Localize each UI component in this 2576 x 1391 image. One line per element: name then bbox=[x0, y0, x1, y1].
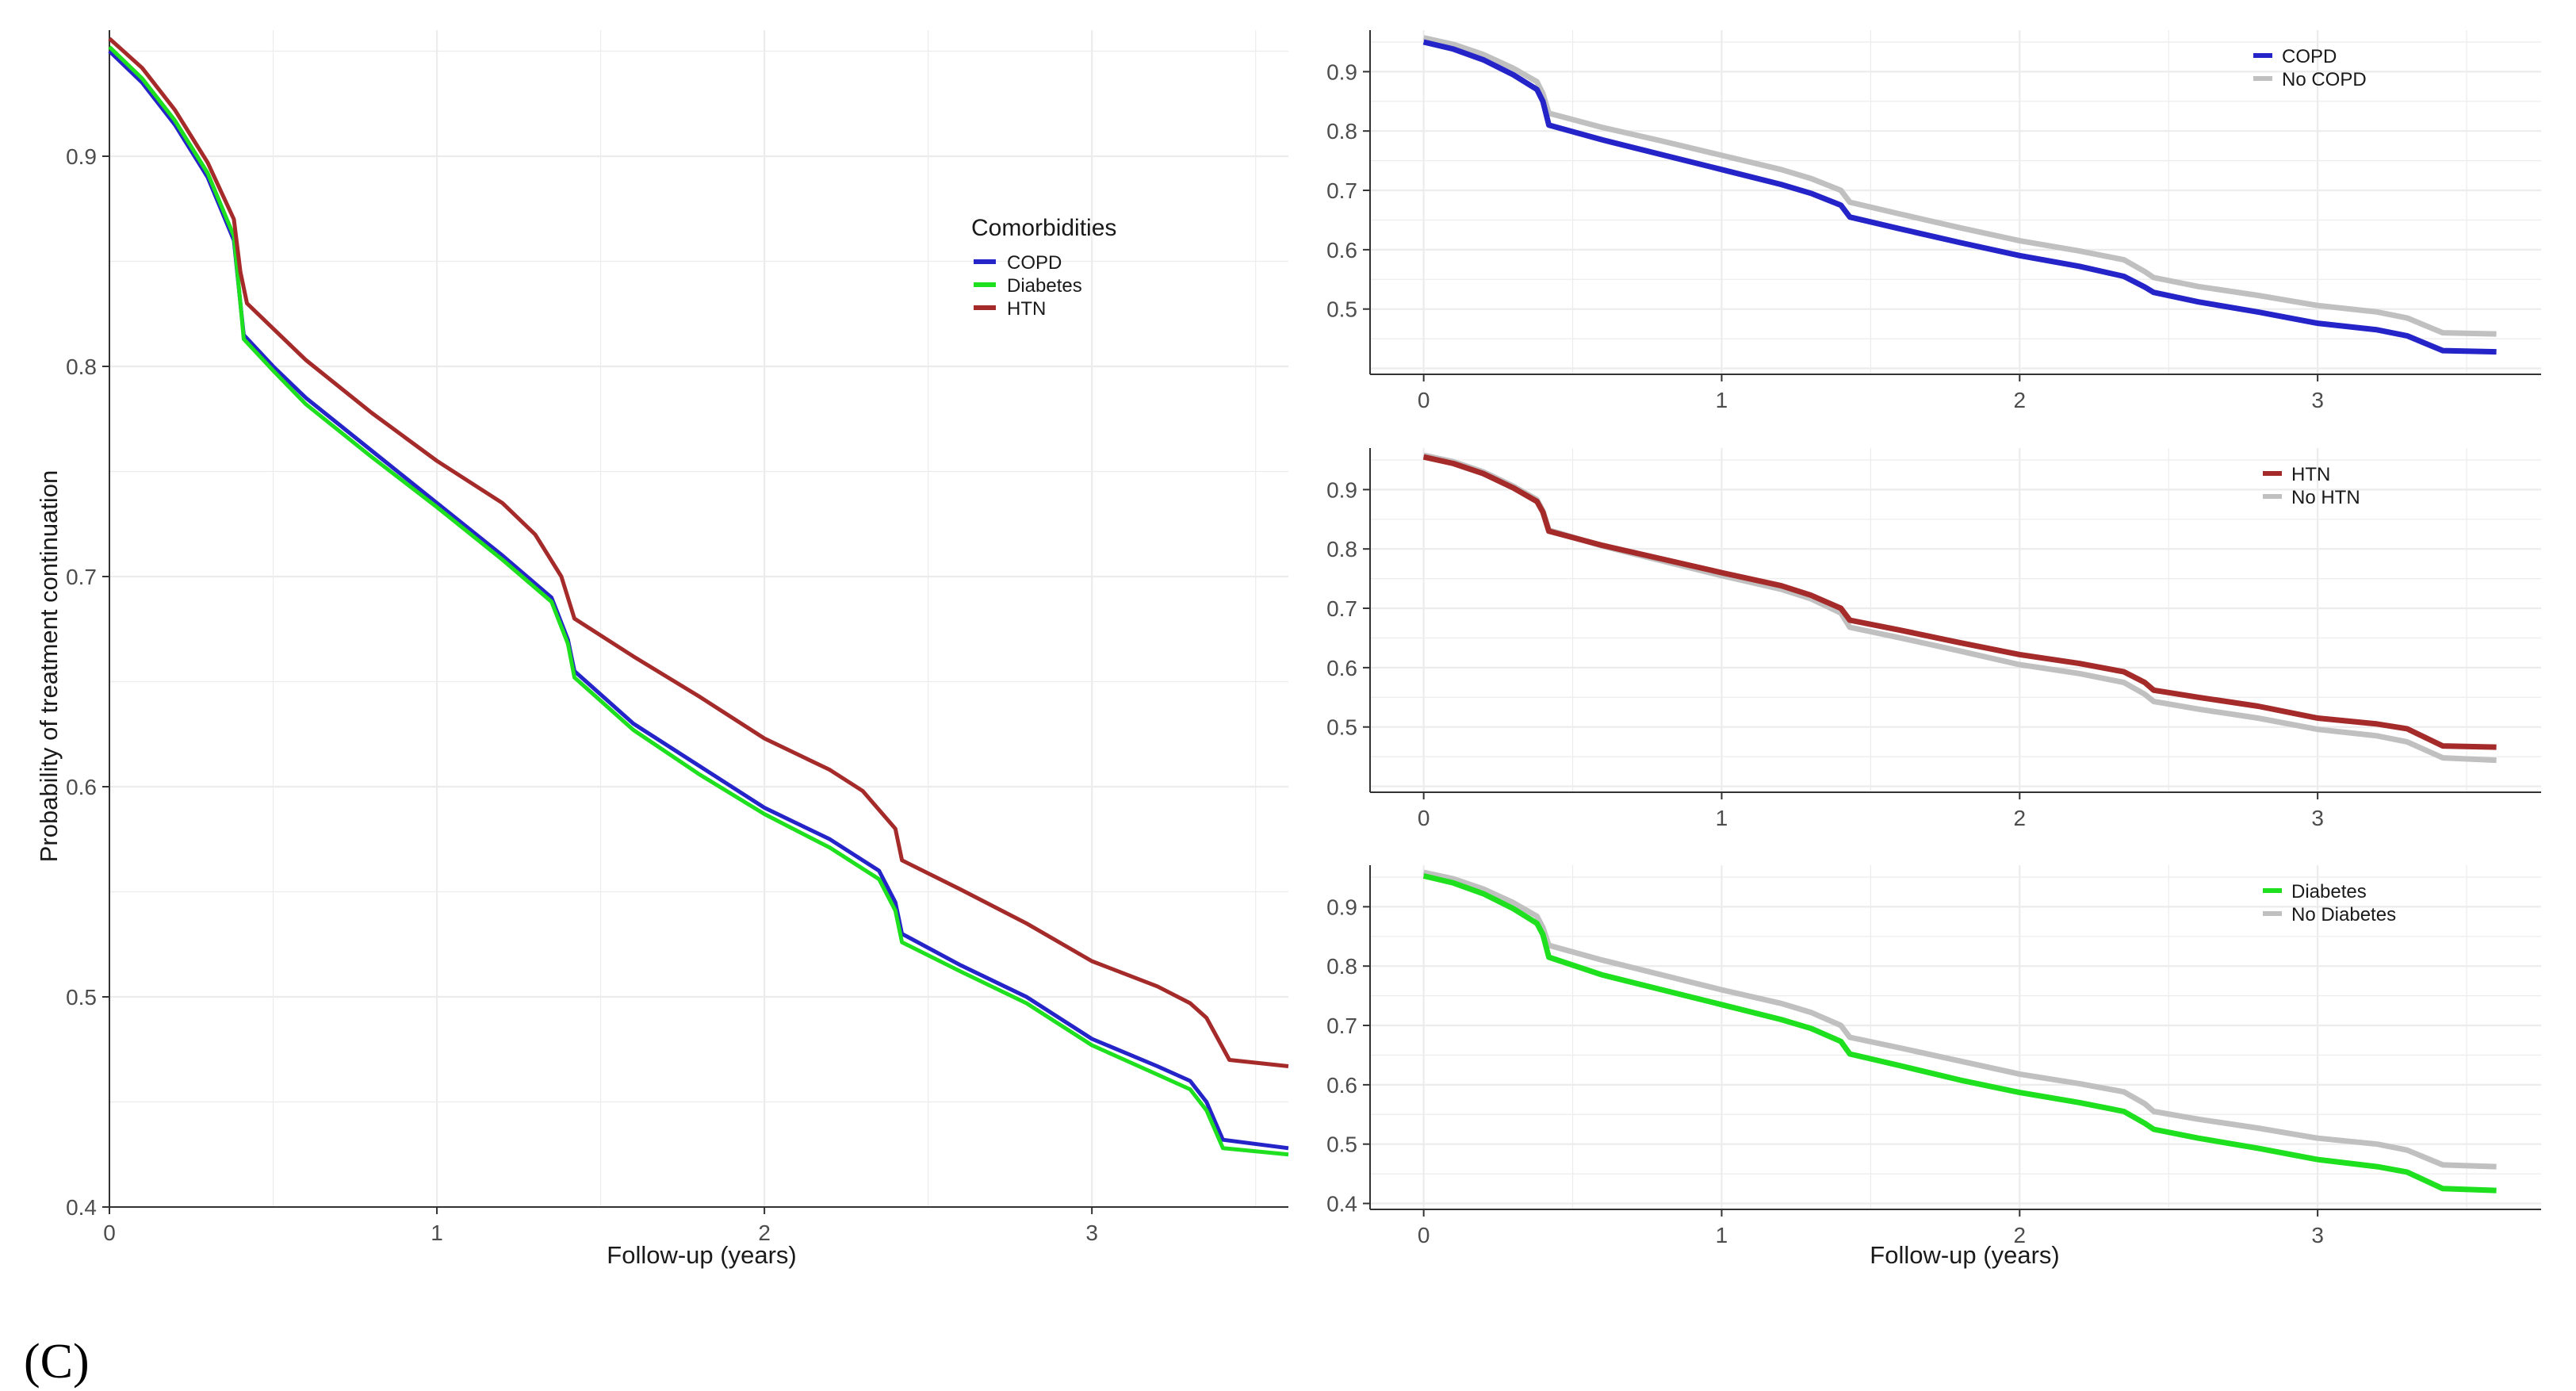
copd-y-tick-label: 0.8 bbox=[1326, 119, 1357, 144]
copd-y-tick-label: 0.6 bbox=[1326, 238, 1357, 262]
htn-line-htn bbox=[1422, 454, 2497, 750]
main-x-axis-label: Follow-up (years) bbox=[607, 1241, 796, 1269]
copd-x-ticks: 0 1 2 3 bbox=[1418, 374, 2324, 412]
main-series bbox=[108, 36, 1289, 1157]
diabetes-y-tick-label: 0.4 bbox=[1326, 1192, 1357, 1217]
main-y-tick-label: 0.4 bbox=[66, 1195, 97, 1220]
htn-y-tick-label: 0.7 bbox=[1326, 596, 1357, 621]
main-legend-title: Comorbidities bbox=[971, 215, 1116, 241]
htn-x-tick-label: 3 bbox=[2311, 806, 2324, 830]
copd-y-tick-label: 0.9 bbox=[1326, 59, 1357, 84]
diabetes-plot: 0.4 0.5 0.6 0.7 0.8 0.9 0 1 2 3 Follow-up (years… bbox=[1326, 865, 2541, 1269]
diabetes-x-tick-label: 3 bbox=[2311, 1223, 2324, 1247]
copd-legend-label-no-copd: No COPD bbox=[2282, 69, 2367, 90]
main-legend-label-diabetes: Diabetes bbox=[1007, 275, 1082, 297]
main-y-ticks: 0.4 0.5 0.6 0.7 0.8 0.9 bbox=[66, 144, 109, 1220]
copd-x-tick-label: 1 bbox=[1716, 388, 1728, 412]
htn-y-tick-label: 0.5 bbox=[1326, 715, 1357, 740]
copd-x-tick-label: 2 bbox=[2014, 388, 2027, 412]
main-legend: Comorbidities COPD Diabetes HTN bbox=[971, 215, 1116, 320]
copd-series bbox=[1422, 35, 2497, 355]
htn-plot: 0.5 0.6 0.7 0.8 0.9 0 1 2 3 HTN No HTN bbox=[1326, 448, 2541, 830]
main-x-tick-label: 2 bbox=[758, 1220, 771, 1245]
copd-gridlines bbox=[1370, 30, 2541, 374]
main-legend-label-htn: HTN bbox=[1007, 298, 1046, 320]
diabetes-y-ticks: 0.4 0.5 0.6 0.7 0.8 0.9 bbox=[1326, 895, 1370, 1217]
diabetes-y-tick-label: 0.8 bbox=[1326, 954, 1357, 979]
diabetes-line-diabetes bbox=[1422, 873, 2497, 1194]
htn-series bbox=[1422, 452, 2497, 764]
copd-axes bbox=[1369, 30, 2541, 375]
diabetes-legend: Diabetes No Diabetes bbox=[2263, 881, 2396, 925]
htn-y-tick-label: 0.8 bbox=[1326, 537, 1357, 561]
htn-x-tick-label: 1 bbox=[1716, 806, 1728, 830]
copd-plot: 0.5 0.6 0.7 0.8 0.9 0 1 2 3 COPD No COPD bbox=[1326, 30, 2541, 412]
main-y-tick-label: 0.8 bbox=[66, 354, 97, 379]
copd-x-tick-label: 0 bbox=[1418, 388, 1430, 412]
htn-legend-label-no-htn: No HTN bbox=[2291, 487, 2360, 508]
htn-legend-label-htn: HTN bbox=[2291, 464, 2330, 485]
diabetes-series bbox=[1422, 869, 2497, 1194]
diabetes-legend-label-no-diabetes: No Diabetes bbox=[2291, 904, 2396, 925]
main-y-tick-label: 0.7 bbox=[66, 565, 97, 589]
main-line-htn bbox=[108, 36, 1289, 1068]
copd-y-tick-label: 0.5 bbox=[1326, 297, 1357, 322]
main-x-tick-label: 3 bbox=[1085, 1220, 1098, 1245]
main-comorbidities-plot: 0.4 0.5 0.6 0.7 0.8 0.9 0 1 2 3 Follow-up (years… bbox=[35, 30, 1289, 1269]
diabetes-x-axis-label: Follow-up (years) bbox=[1870, 1241, 2059, 1269]
figure-panel-label: (C) bbox=[24, 1335, 90, 1389]
diabetes-x-tick-label: 0 bbox=[1418, 1223, 1430, 1247]
copd-x-tick-label: 3 bbox=[2311, 388, 2324, 412]
htn-y-tick-label: 0.6 bbox=[1326, 656, 1357, 680]
copd-legend: COPD No COPD bbox=[2253, 46, 2367, 90]
main-line-diabetes bbox=[108, 45, 1289, 1157]
htn-legend: HTN No HTN bbox=[2263, 464, 2360, 508]
diabetes-line-no-diabetes bbox=[1422, 869, 2497, 1170]
copd-y-ticks: 0.5 0.6 0.7 0.8 0.9 bbox=[1326, 59, 1370, 322]
htn-x-tick-label: 2 bbox=[2014, 806, 2027, 830]
diabetes-legend-label-diabetes: Diabetes bbox=[2291, 881, 2367, 902]
diabetes-y-tick-label: 0.7 bbox=[1326, 1014, 1357, 1038]
htn-y-tick-label: 0.9 bbox=[1326, 477, 1357, 502]
diabetes-y-tick-label: 0.6 bbox=[1326, 1073, 1357, 1098]
diabetes-gridlines bbox=[1370, 865, 2541, 1209]
copd-y-tick-label: 0.7 bbox=[1326, 178, 1357, 203]
main-x-ticks: 0 1 2 3 bbox=[103, 1207, 1098, 1245]
diabetes-y-tick-label: 0.5 bbox=[1326, 1132, 1357, 1157]
main-gridlines bbox=[108, 30, 1288, 1209]
htn-gridlines bbox=[1370, 448, 2541, 792]
main-y-axis-label: Probability of treatment continuation bbox=[35, 470, 63, 863]
main-y-tick-label: 0.6 bbox=[66, 775, 97, 799]
main-x-tick-label: 1 bbox=[431, 1220, 443, 1245]
diabetes-y-tick-label: 0.9 bbox=[1326, 895, 1357, 919]
main-legend-label-copd: COPD bbox=[1007, 252, 1062, 274]
copd-line-no-copd bbox=[1422, 35, 2497, 337]
main-x-tick-label: 0 bbox=[103, 1220, 116, 1245]
diabetes-x-ticks: 0 1 2 3 bbox=[1418, 1209, 2324, 1247]
htn-axes bbox=[1369, 448, 2541, 793]
htn-x-tick-label: 0 bbox=[1418, 806, 1430, 830]
main-y-tick-label: 0.5 bbox=[66, 985, 97, 1010]
htn-x-ticks: 0 1 2 3 bbox=[1418, 792, 2324, 830]
diabetes-x-tick-label: 1 bbox=[1716, 1223, 1728, 1247]
main-axes bbox=[109, 30, 1288, 1208]
diabetes-axes bbox=[1369, 865, 2541, 1210]
copd-line-copd bbox=[1422, 39, 2497, 355]
diabetes-x-tick-label: 2 bbox=[2014, 1223, 2027, 1247]
copd-legend-label-copd: COPD bbox=[2282, 46, 2337, 67]
main-y-tick-label: 0.9 bbox=[66, 144, 97, 169]
htn-y-ticks: 0.5 0.6 0.7 0.8 0.9 bbox=[1326, 477, 1370, 740]
